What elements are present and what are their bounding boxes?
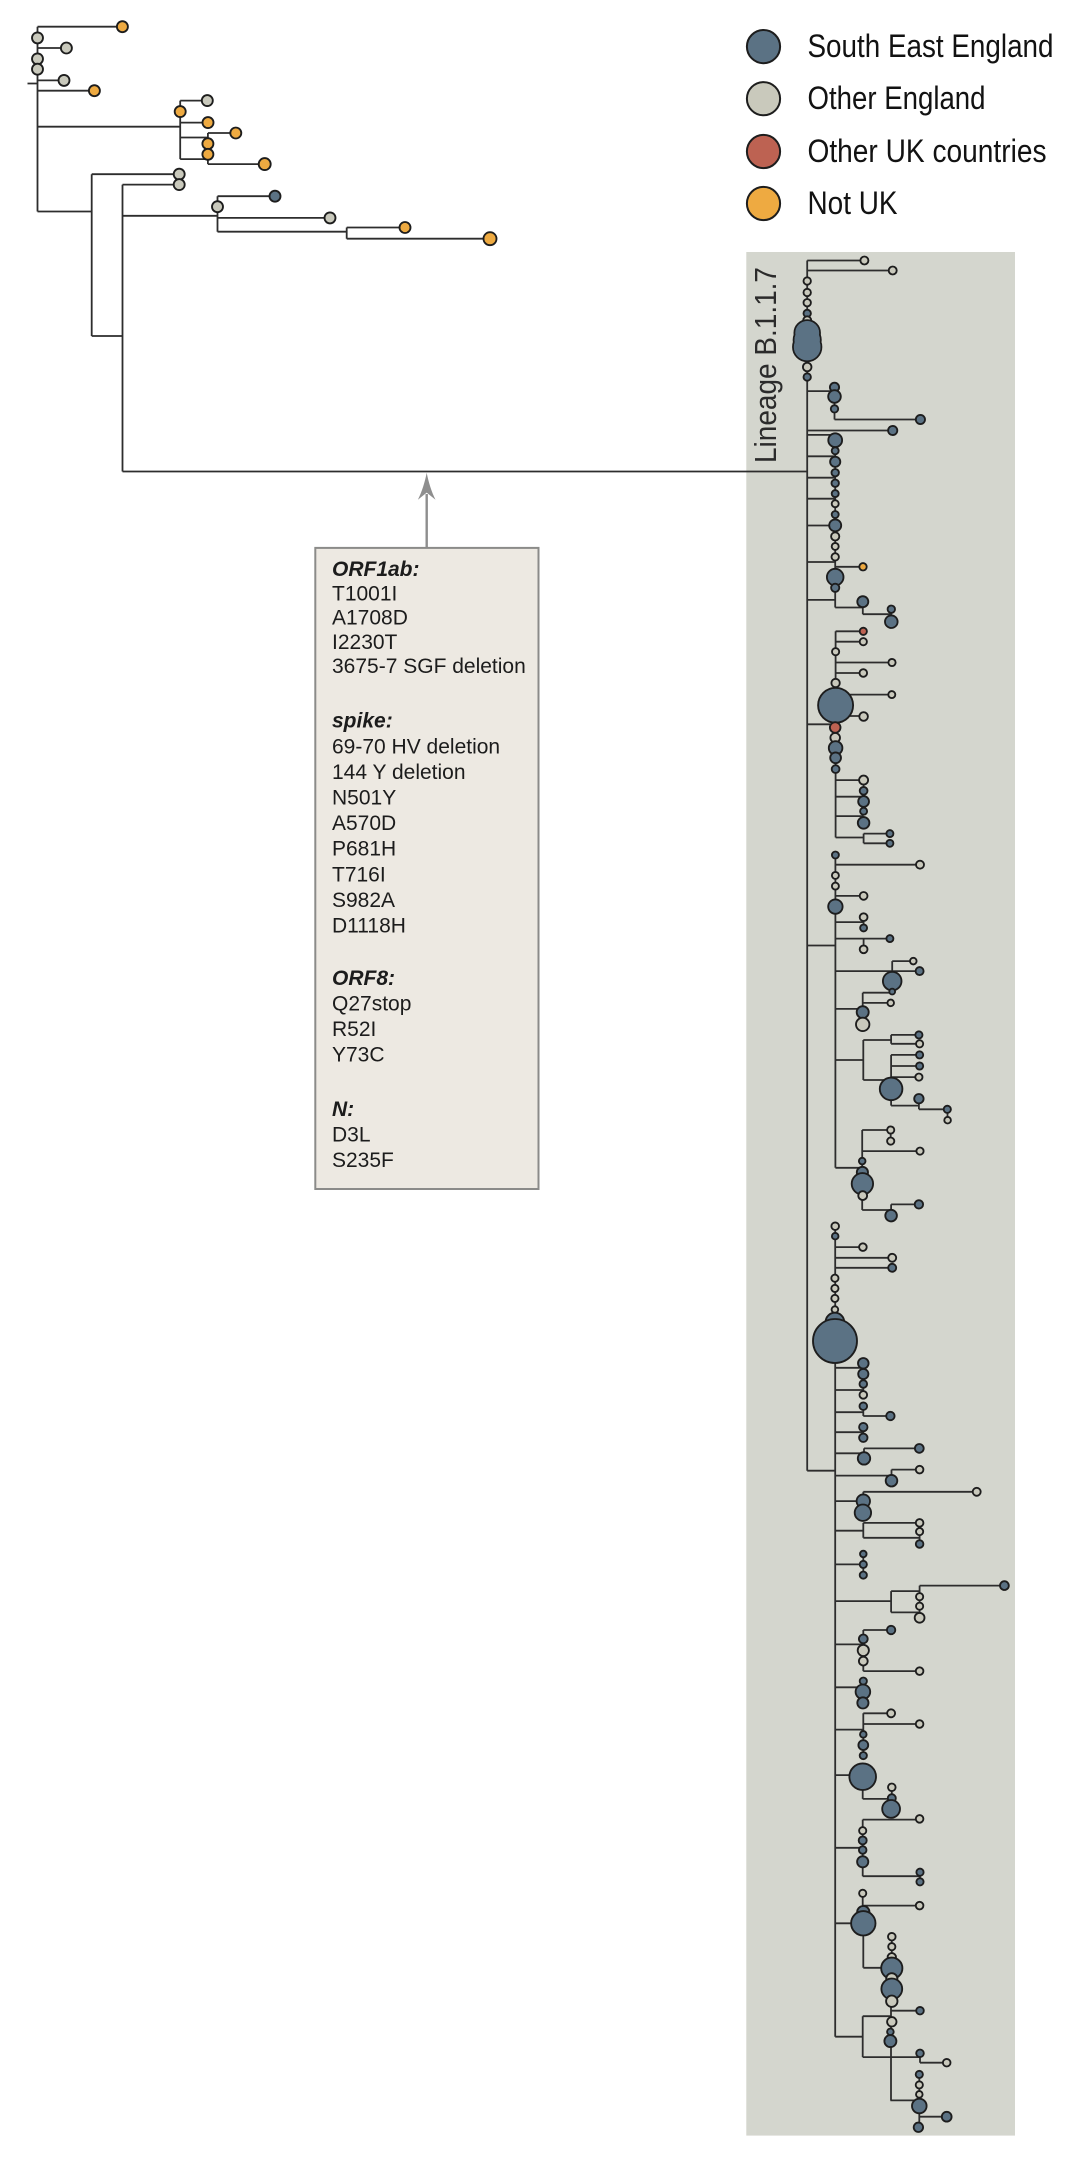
svg-text:Q27stop: Q27stop: [332, 993, 411, 1016]
svg-text:ORF1ab:: ORF1ab:: [332, 558, 420, 581]
svg-text:A570D: A570D: [332, 812, 396, 835]
svg-text:P681H: P681H: [332, 838, 396, 861]
svg-text:Other UK countries: Other UK countries: [808, 133, 1047, 169]
svg-text:Not UK: Not UK: [808, 185, 898, 221]
svg-text:spike:: spike:: [332, 710, 393, 733]
svg-text:South East England: South East England: [808, 28, 1054, 64]
svg-text:N:: N:: [332, 1098, 354, 1121]
svg-text:69-70 HV deletion: 69-70 HV deletion: [332, 735, 500, 758]
svg-text:ORF8:: ORF8:: [332, 967, 395, 990]
svg-text:I2230T: I2230T: [332, 631, 398, 654]
svg-text:T1001I: T1001I: [332, 582, 397, 605]
svg-text:D1118H: D1118H: [332, 915, 406, 938]
svg-text:Lineage B.1.1.7: Lineage B.1.1.7: [748, 267, 783, 463]
svg-text:R52I: R52I: [332, 1018, 376, 1041]
svg-text:144 Y deletion: 144 Y deletion: [332, 761, 466, 784]
svg-text:A1708D: A1708D: [332, 607, 408, 630]
svg-text:D3L: D3L: [332, 1124, 371, 1147]
svg-text:T716I: T716I: [332, 863, 386, 886]
svg-text:3675-7 SGF deletion: 3675-7 SGF deletion: [332, 655, 526, 678]
svg-text:S235F: S235F: [332, 1149, 394, 1172]
svg-text:S982A: S982A: [332, 889, 395, 912]
svg-text:Other England: Other England: [808, 80, 986, 116]
svg-text:Y73C: Y73C: [332, 1044, 385, 1067]
svg-text:N501Y: N501Y: [332, 787, 396, 810]
